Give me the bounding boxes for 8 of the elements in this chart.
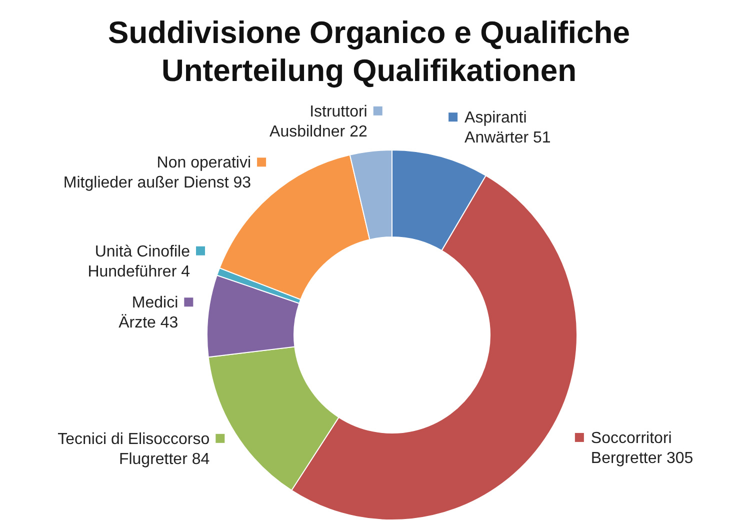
slice-label: Aspiranti Anwärter 51 bbox=[464, 110, 551, 147]
legend-label: Tecnici di Elisoccorso Flugretter 84 bbox=[58, 430, 210, 468]
legend-label: Istruttori Ausbildner 22 bbox=[270, 103, 368, 140]
legend-label: Non operativi Mitglieder außer Dienst 93 bbox=[63, 154, 252, 192]
chart-title: Suddivisione Organico e Qualifiche Unterteilung Qualifikationen bbox=[107, 14, 631, 90]
legend-label: Unità Cinofile Hundeführer 4 bbox=[88, 243, 190, 280]
slice-label: Soccorritori Bergretter 305 bbox=[590, 430, 694, 467]
legend-label: Medici Ärzte 43 bbox=[118, 294, 178, 332]
